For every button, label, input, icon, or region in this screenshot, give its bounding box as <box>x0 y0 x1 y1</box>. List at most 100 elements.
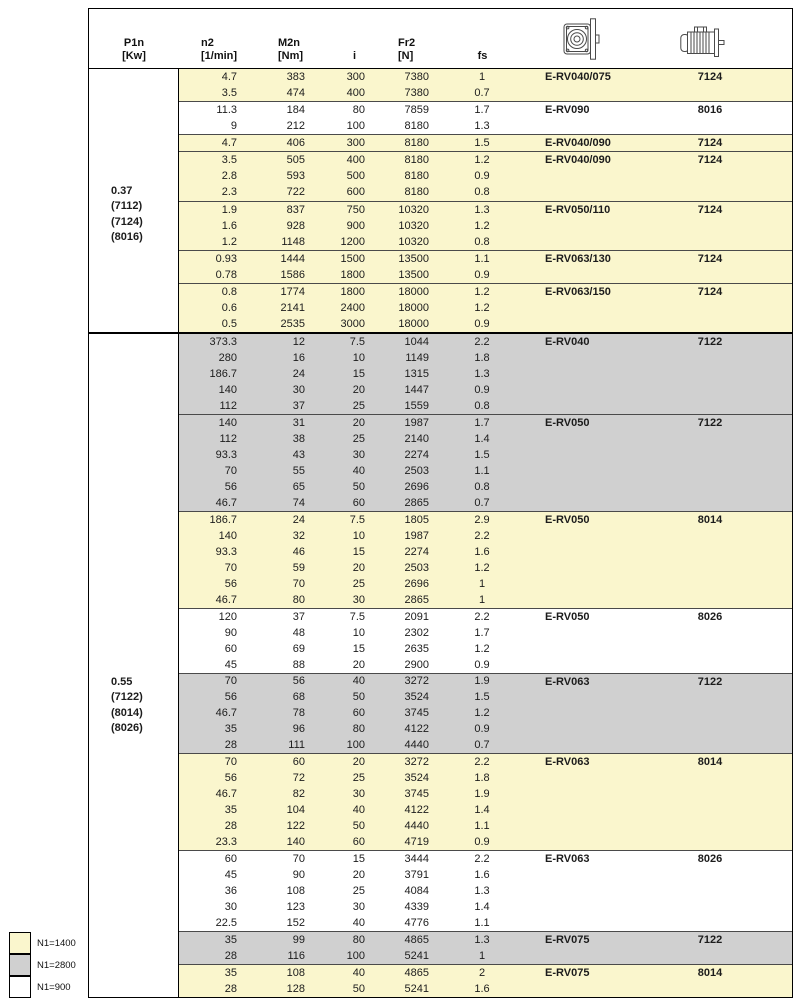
cell-i: 30 <box>352 593 365 606</box>
table-row: 112 37 25 1559 0.8 <box>179 398 792 414</box>
cell-fr2: 1805 <box>404 513 429 526</box>
cell-m2n: 1586 <box>280 268 305 281</box>
motor-size-code: 7124 <box>697 71 723 83</box>
cell-m2n: 60 <box>292 756 305 769</box>
cell-fs: 2.2 <box>474 853 490 866</box>
table-row: 1.2 1148 1200 10320 0.8 <box>179 234 792 250</box>
table-row: 1.9 837 750 10320 1.3 <box>179 202 792 218</box>
p1n-cell: 0.55 (7122) (8014) (8026) <box>89 334 179 997</box>
cell-fr2: 2503 <box>404 561 429 574</box>
table-row: 28 128 50 5241 1.6 <box>179 981 792 997</box>
cell-m2n: 111 <box>288 739 305 752</box>
cell-m2n: 123 <box>286 901 305 914</box>
cell-fs: 1.3 <box>474 203 490 216</box>
table-row: 56 72 25 3524 1.8 <box>179 770 792 786</box>
cell-n2: 3.5 <box>221 154 237 167</box>
table-row: 70 55 40 2503 1.1 <box>179 463 792 479</box>
table-row: 11.3 184 80 7859 1.7 <box>179 102 792 118</box>
cell-i: 20 <box>352 658 365 671</box>
rating-group: E-RV063/150 7124 0.8 1774 1800 18000 1.2 0.6 214… <box>179 282 792 332</box>
table-row: 60 69 15 2635 1.2 <box>179 641 792 657</box>
cell-m2n: 108 <box>286 967 305 980</box>
p1n-line: (8014) <box>111 706 143 719</box>
table-row: 186.7 24 7.5 1805 2.9 <box>179 512 792 528</box>
table-row: 56 70 25 2696 1 <box>179 576 792 592</box>
rating-group: E-RV063 8026 60 70 15 3444 2.2 45 90 20 3791 1.6 36 1… <box>179 850 792 932</box>
cell-n2: 0.78 <box>215 268 237 281</box>
cell-m2n: 56 <box>292 675 305 688</box>
cell-m2n: 2141 <box>280 301 305 314</box>
rating-group: E-RV040 7122 373.3 12 7.5 1044 2.2 280 16 10 1149 1… <box>179 334 792 414</box>
cell-i: 15 <box>352 367 365 380</box>
cell-fs: 1.8 <box>474 772 490 785</box>
cell-n2: 0.5 <box>221 317 237 330</box>
cell-i: 20 <box>352 869 365 882</box>
cell-n2: 140 <box>218 529 237 542</box>
cell-n2: 56 <box>224 480 237 493</box>
table-row: 28 116 100 5241 1 <box>179 948 792 964</box>
column-header-p1n: P1n [Kw] <box>89 37 179 63</box>
cell-m2n: 70 <box>292 853 305 866</box>
cell-fs: 1.5 <box>474 137 490 150</box>
header-line: [Nm] <box>278 50 304 62</box>
cell-i: 60 <box>352 707 365 720</box>
cell-m2n: 140 <box>286 836 305 849</box>
cell-m2n: 212 <box>286 120 305 133</box>
cell-n2: 35 <box>224 804 237 817</box>
cell-m2n: 38 <box>292 432 305 445</box>
p1n-line: (8026) <box>111 722 143 734</box>
cell-fs: 1 <box>478 577 486 590</box>
header-line: [N] <box>398 50 414 62</box>
cell-m2n: 406 <box>286 137 305 150</box>
motor-size-code: 7122 <box>697 416 723 429</box>
cell-fs: 0.7 <box>474 496 490 509</box>
rating-group: E-RV050/110 7124 1.9 837 750 10320 1.3 1.6 928 90… <box>179 200 792 250</box>
gearbox-model: E-RV040/090 <box>545 137 611 150</box>
p1n-line: (8016) <box>111 231 143 243</box>
p1n-line: 0.37 <box>111 184 133 197</box>
table-row: 70 59 20 2503 1.2 <box>179 560 792 576</box>
cell-fs: 0.8 <box>474 186 490 199</box>
cell-m2n: 474 <box>286 87 305 100</box>
cell-n2: 23.3 <box>215 836 237 849</box>
cell-fs: 1.5 <box>474 691 490 704</box>
cell-fs: 0.8 <box>474 235 490 248</box>
power-section-037: 0.37 (7112) (7124) (8016) E-RV040/075 7124 4.… <box>89 69 792 334</box>
cell-m2n: 1444 <box>280 252 305 265</box>
cell-fs: 1.3 <box>474 885 490 898</box>
cell-m2n: 16 <box>292 351 305 364</box>
cell-n2: 56 <box>224 772 237 785</box>
rating-group: E-RV090 8016 11.3 184 80 7859 1.7 9 212 100 8180 1.… <box>179 101 792 135</box>
cell-fr2: 8180 <box>404 137 429 150</box>
rating-group: E-RV040/075 7124 4.7 383 300 7380 1 3.5 474 400 73… <box>179 69 792 102</box>
cell-n2: 112 <box>219 432 237 445</box>
cell-m2n: 184 <box>286 104 305 117</box>
table-row: 2.3 722 600 8180 0.8 <box>179 184 792 200</box>
cell-fr2: 3272 <box>404 756 429 769</box>
rating-group: E-RV075 8014 35 108 40 4865 2 28 128 50 5241 1.6 <box>179 964 792 998</box>
table-row: 0.5 2535 3000 18000 0.9 <box>179 316 792 332</box>
cell-i: 10 <box>352 529 365 542</box>
cell-fr2: 2865 <box>404 496 429 509</box>
p1n-line: (7124) <box>111 215 143 228</box>
cell-i: 600 <box>346 186 365 199</box>
cell-fs: 1.6 <box>474 983 490 996</box>
table-row: 36 108 25 4084 1.3 <box>179 883 792 899</box>
cell-fr2: 4084 <box>404 885 429 898</box>
cell-fs: 1.4 <box>474 432 490 445</box>
cell-m2n: 32 <box>292 529 305 542</box>
cell-fs: 0.9 <box>474 170 490 183</box>
cell-m2n: 37 <box>292 610 305 623</box>
cell-n2: 4.7 <box>221 71 237 84</box>
motor-size-code: 8014 <box>697 513 723 526</box>
table-row: 45 88 20 2900 0.9 <box>179 657 792 673</box>
cell-n2: 35 <box>224 967 237 980</box>
table-row: 70 60 20 3272 2.2 <box>179 754 792 770</box>
cell-fr2: 2503 <box>404 464 429 477</box>
cell-n2: 56 <box>224 691 237 704</box>
cell-fs: 1.1 <box>474 820 490 833</box>
gearbox-model: E-RV063 <box>545 853 590 866</box>
table-row: 46.7 80 30 2865 1 <box>179 592 792 608</box>
cell-i: 30 <box>352 901 365 914</box>
